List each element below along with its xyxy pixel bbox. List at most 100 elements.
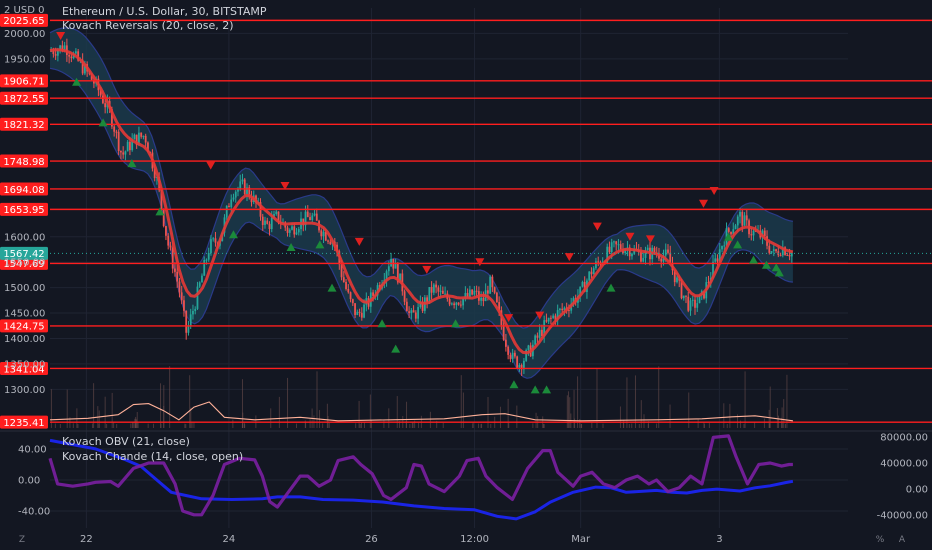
candle-body (313, 213, 316, 216)
candle-body (750, 234, 753, 236)
candle-body (291, 226, 293, 230)
auto-scale-button[interactable]: A (899, 535, 906, 545)
candle-body (399, 273, 401, 283)
candle-body (345, 282, 347, 290)
sell-marker-icon (625, 232, 635, 241)
candle-body (664, 249, 667, 256)
candle-body (261, 216, 264, 225)
candle-body (741, 211, 744, 226)
candle-body (189, 314, 192, 326)
candle-body (788, 255, 791, 257)
candle-body (513, 352, 516, 357)
candle-body (536, 335, 539, 338)
candle-body (358, 311, 361, 313)
buy-marker-icon (228, 230, 238, 239)
chande-tick-label: 0.00 (18, 476, 40, 487)
candle-body (561, 308, 564, 311)
obv-tick-label: 80000.00 (880, 433, 928, 444)
candle-body (624, 249, 627, 254)
candle-body (243, 179, 246, 195)
candle-body (676, 277, 678, 283)
candle-body (180, 292, 183, 301)
chande-tick-label: -40.00 (18, 506, 50, 517)
candle-body (214, 238, 217, 243)
candle-body (453, 303, 456, 306)
obv-axis[interactable]: 80000.00 40000.00 0.00 -40000.00 (877, 433, 928, 522)
candle-body (354, 303, 356, 315)
candle-body (450, 303, 453, 305)
time-axis[interactable]: 22 24 26 12:00 Mar 3 (80, 534, 723, 545)
sell-marker-icon (280, 181, 290, 190)
candle-body (563, 307, 566, 311)
candle-body (183, 300, 185, 311)
candle-body (131, 139, 134, 151)
candle-body (772, 249, 775, 252)
candle-body (545, 320, 548, 322)
candle-body (270, 217, 273, 230)
indicator-chande-label[interactable]: Kovach Chande (14, close, open) (62, 450, 243, 463)
buy-marker-icon (530, 385, 540, 394)
candle-body (552, 315, 555, 318)
candle-body (201, 275, 203, 283)
candle-body (327, 240, 329, 242)
chande-axis[interactable]: 40.00 0.00 -40.00 (18, 445, 50, 518)
candle-body (752, 230, 755, 236)
candle-body (581, 281, 584, 287)
candle-body (387, 266, 390, 272)
candle-body (90, 73, 93, 80)
candle-body (171, 247, 174, 269)
buy-marker-icon (72, 77, 82, 86)
buy-marker-icon (98, 118, 108, 127)
percent-scale-button[interactable]: % (876, 535, 885, 545)
price-tick-label: 1450.00 (4, 309, 45, 320)
candle-body (360, 312, 363, 318)
candle-body (547, 317, 550, 322)
indicator-obv-label[interactable]: Kovach OBV (21, close) (62, 435, 190, 448)
candle-body (349, 292, 352, 300)
time-tick-label: 3 (716, 534, 722, 545)
level-label: 1547.69 (3, 259, 44, 270)
candle-body (592, 268, 595, 275)
candle-body (714, 258, 717, 262)
chande-series-line (48, 434, 793, 517)
candle-body (81, 59, 84, 74)
candle-body (165, 226, 167, 236)
candle-body (178, 281, 181, 293)
candle-body (140, 132, 143, 137)
candle-body (468, 289, 471, 298)
candle-body (786, 254, 789, 256)
candle-body (716, 258, 719, 262)
candle-body (745, 215, 748, 221)
price-tick-label: 1400.00 (4, 334, 45, 345)
candle-body (426, 297, 428, 302)
level-label-bg (0, 415, 48, 429)
sell-marker-icon (56, 31, 66, 40)
price-axis[interactable]: 1300.00 1350.00 1400.00 1450.00 1500.00 1550.… (4, 29, 45, 396)
candle-body (144, 135, 147, 143)
candle-body (462, 298, 465, 306)
candle-body (70, 56, 73, 59)
candle-body (550, 317, 552, 319)
candle-body (297, 229, 300, 233)
candle-body (207, 252, 210, 260)
buy-marker-icon (315, 240, 325, 249)
sell-marker-icon (564, 253, 574, 262)
mid-line-path (49, 48, 794, 355)
price-tick-label: 1600.00 (4, 232, 45, 243)
candle-body (421, 301, 424, 311)
level-label-bg (0, 202, 48, 216)
buy-marker-icon (327, 283, 337, 292)
indicator-reversals-label[interactable]: Kovach Reversals (20, close, 2) (62, 19, 234, 32)
candle-body (721, 246, 723, 250)
timezone-button[interactable]: Z (19, 535, 25, 545)
buy-marker-icon (155, 207, 165, 216)
candle-body (234, 191, 237, 198)
candle-body (437, 287, 440, 292)
candle-body (568, 309, 570, 311)
candle-body (248, 187, 251, 198)
candle-body (246, 187, 248, 195)
candle-body (275, 211, 278, 214)
candle-body (351, 299, 354, 304)
candle-body (419, 301, 422, 308)
